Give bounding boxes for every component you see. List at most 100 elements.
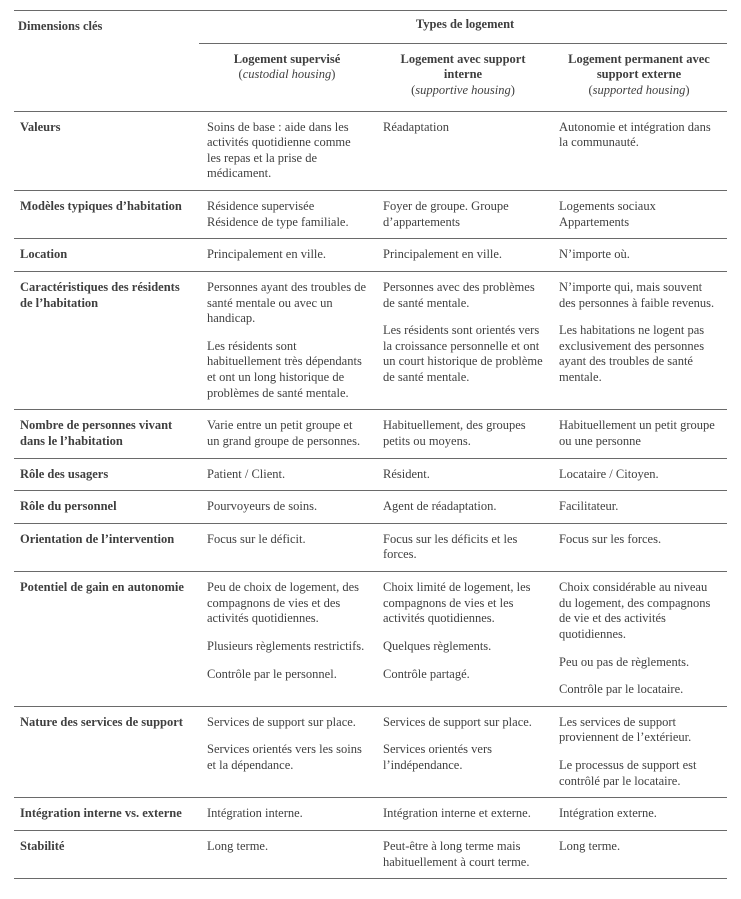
cell-paragraph: Réadaptation [383,120,543,136]
row-cell: Services de support sur place.Services o… [199,713,375,792]
row-cell: Focus sur le déficit. [199,530,375,565]
row-cell: Intégration interne. [199,804,375,824]
cell-paragraph: Les résidents sont habituellement très d… [207,339,367,402]
paren-close: ) [511,83,515,97]
subheader-rule-spacer [14,41,199,44]
row-cell: Choix limité de logement, les compagnons… [375,578,551,700]
row-cell: Intégration externe. [551,804,727,824]
row-cell: N’importe qui, mais souvent des personne… [551,278,727,403]
table-row: Stabilité Long terme. Peut-être à long ter… [14,831,727,879]
row-cell: Réadaptation [375,118,551,185]
cell-paragraph: Focus sur les déficits et les forces. [383,532,543,563]
row-cell: Foyer de groupe. Groupe d’appartements [375,197,551,232]
cell-paragraph: Choix considérable au niveau du logement… [559,580,719,643]
col-subtitle: (custodial housing) [205,67,369,83]
cell-paragraph: Services orientés vers l’indépendance. [383,742,543,773]
cell-paragraph: Plusieurs règlements restrictifs. [207,639,367,655]
row-cell: Habituellement un petit groupe ou une pe… [551,416,727,451]
table-row: Intégration interne vs. externe Intégrati… [14,798,727,831]
cell-paragraph: N’importe où. [559,247,719,263]
cell-paragraph: Patient / Client. [207,467,367,483]
row-cell: Patient / Client. [199,465,375,485]
cell-paragraph: Focus sur le déficit. [207,532,367,548]
dimensions-heading: Dimensions clés [14,17,203,35]
col-header-supervised: Logement supervisé (custodial housing) [199,48,375,103]
row-label: Valeurs [14,118,199,185]
cell-paragraph: Contrôle par le locataire. [559,682,719,698]
row-cell: Principalement en ville. [375,245,551,265]
table-row: Modèles typiques d’habitationRésidence s… [14,191,727,239]
col-title: Logement permanent avec support externe [557,52,721,83]
cell-paragraph: Agent de réadaptation. [383,499,543,515]
cell-paragraph: Habituellement un petit groupe ou une pe… [559,418,719,449]
cell-paragraph: Foyer de groupe. Groupe d’appartements [383,199,543,230]
row-label: Nature des services de support [14,713,199,792]
col-title: Logement supervisé [205,52,369,68]
row-cell: Autonomie et intégration dans la communa… [551,118,727,185]
col-subtitle-italic: custodial housing [243,67,332,81]
row-cell: Habituellement, des groupes petits ou mo… [375,416,551,451]
cell-paragraph: Peut-être à long terme mais habituelleme… [383,839,543,870]
table-row: Caractéristiques des résidents de l’habi… [14,272,727,410]
cell-paragraph: Soins de base : aide dans les activités … [207,120,367,183]
row-cell: Personnes avec des problèmes de santé me… [375,278,551,403]
row-cell: Long terme. [199,837,375,872]
row-cell: Long terme. [551,837,727,872]
row-cell: Principalement en ville. [199,245,375,265]
cell-paragraph: Personnes ayant des troubles de santé me… [207,280,367,327]
row-cell: N’importe où. [551,245,727,265]
cell-paragraph: Long terme. [559,839,719,855]
cell-paragraph: Peu de choix de logement, des compagnons… [207,580,367,627]
subheader-rule [199,43,727,44]
row-cell: Personnes ayant des troubles de santé me… [199,278,375,403]
table-row: ValeursSoins de base : aide dans les act… [14,112,727,192]
table-row: Orientation de l’interventionFocus sur l… [14,524,727,572]
cell-paragraph: Principalement en ville. [383,247,543,263]
cell-paragraph: Logements sociaux Appartements [559,199,719,230]
cell-paragraph: Principalement en ville. [207,247,367,263]
column-subheader-row: Logement supervisé (custodial housing) L… [14,48,727,103]
col-subtitle-italic: supported housing [593,83,686,97]
row-cell: Focus sur les déficits et les forces. [375,530,551,565]
table-row: Rôle des usagersPatient / Client.Résiden… [14,459,727,492]
cell-paragraph: Autonomie et intégration dans la communa… [559,120,719,151]
row-label: Intégration interne vs. externe [14,804,199,824]
cell-paragraph: Choix limité de logement, les compagnons… [383,580,543,627]
cell-paragraph: Intégration interne. [207,806,367,822]
row-label: Caractéristiques des résidents de l’habi… [14,278,199,403]
cell-paragraph: Services de support sur place. [207,715,367,731]
cell-paragraph: Les habitations ne logent pas exclusivem… [559,323,719,386]
cell-paragraph: Les résidents sont orientés vers la croi… [383,323,543,386]
cell-paragraph: N’importe qui, mais souvent des personne… [559,280,719,311]
col-subtitle-italic: supportive housing [415,83,510,97]
row-label: Potentiel de gain en autonomie [14,578,199,700]
cell-paragraph: Résidence supervisée Résidence de type f… [207,199,367,230]
cell-paragraph: Contrôle par le personnel. [207,667,367,683]
col-title: Logement avec support interne [381,52,545,83]
cell-paragraph: Contrôle partagé. [383,667,543,683]
paren-close: ) [685,83,689,97]
col-subtitle: (supportive housing) [381,83,545,99]
cell-paragraph: Facilitateur. [559,499,719,515]
row-cell: Locataire / Citoyen. [551,465,727,485]
row-cell: Peut-être à long terme mais habituelleme… [375,837,551,872]
col-header-supportive: Logement avec support interne (supportiv… [375,48,551,103]
row-cell: Soins de base : aide dans les activités … [199,118,375,185]
col-subtitle: (supported housing) [557,83,721,99]
row-cell: Résidence supervisée Résidence de type f… [199,197,375,232]
subheader-spacer-cell [14,48,199,103]
row-cell: Facilitateur. [551,497,727,517]
cell-paragraph: Long terme. [207,839,367,855]
paren-close: ) [331,67,335,81]
table-row: Nature des services de supportServices d… [14,707,727,799]
cell-paragraph: Pourvoyeurs de soins. [207,499,367,515]
row-cell: Pourvoyeurs de soins. [199,497,375,517]
row-cell: Intégration interne et externe. [375,804,551,824]
row-cell: Choix considérable au niveau du logement… [551,578,727,700]
cell-paragraph: Locataire / Citoyen. [559,467,719,483]
cell-paragraph: Les services de support proviennent de l… [559,715,719,746]
row-label: Stabilité [14,837,199,872]
cell-paragraph: Habituellement, des groupes petits ou mo… [383,418,543,449]
cell-paragraph: Intégration externe. [559,806,719,822]
row-cell: Résident. [375,465,551,485]
